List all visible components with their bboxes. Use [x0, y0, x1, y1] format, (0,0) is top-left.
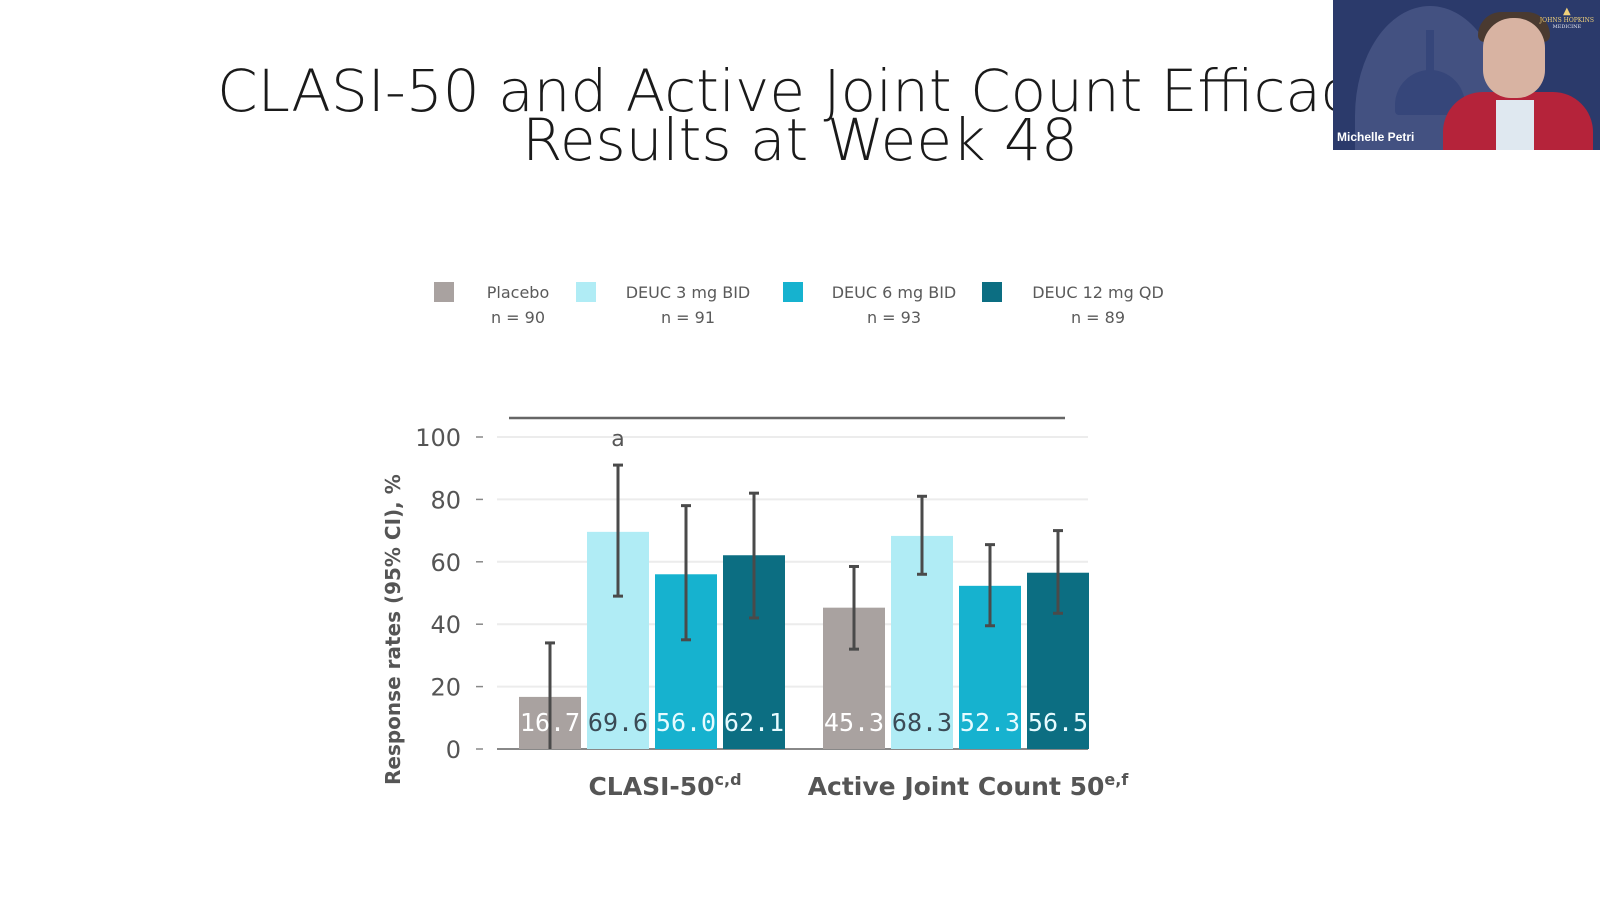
legend-n-3: n = 89	[1071, 308, 1125, 327]
data-label-0-1: 69.6	[588, 708, 648, 737]
y-axis-label: Response rates (95% CI), %	[381, 474, 405, 785]
participant-shirt	[1496, 100, 1534, 150]
legend-label-0: Placebo	[487, 283, 549, 302]
y-tick-label-60: 60	[430, 549, 461, 577]
data-label-0-3: 62.1	[724, 708, 784, 737]
legend-swatch-3	[982, 282, 1002, 302]
data-label-1-3: 56.5	[1028, 708, 1088, 737]
legend-n-1: n = 91	[661, 308, 715, 327]
y-tick-label-0: 0	[446, 736, 461, 764]
legend-swatch-1	[576, 282, 596, 302]
chart-legend: Placebo n = 90 DEUC 3 mg BID n = 91 DEUC 6 m…	[434, 282, 1164, 327]
logo-text: JOHNS HOPKINS	[1539, 17, 1594, 24]
participant-face	[1483, 18, 1545, 98]
y-tick-label-80: 80	[430, 486, 461, 514]
video-tile[interactable]: ▲ JOHNS HOPKINS MEDICINE Michelle Petri	[1333, 0, 1600, 150]
participant-name: Michelle Petri	[1337, 130, 1415, 144]
legend-swatch-2	[783, 282, 803, 302]
logo-caption: MEDICINE	[1552, 24, 1582, 30]
data-label-0-2: 56.0	[656, 708, 716, 737]
data-label-1-1: 68.3	[892, 708, 952, 737]
data-label-1-2: 52.3	[960, 708, 1020, 737]
legend-label-3: DEUC 12 mg QD	[1032, 283, 1164, 302]
y-tick-label-20: 20	[430, 674, 461, 702]
data-label-0-0: 16.7	[520, 708, 580, 737]
y-tick-label-40: 40	[430, 611, 461, 639]
x-category-superscript-0: c,d	[715, 770, 742, 789]
data-label-1-0: 45.3	[824, 708, 884, 737]
slide-title-line-1: CLASI-50 and Active Joint Count Efficac	[217, 57, 1353, 125]
legend-swatch-0	[434, 282, 454, 302]
slide-title-line-2: Results at Week 48	[522, 106, 1078, 174]
background-spire	[1426, 30, 1434, 75]
legend-label-2: DEUC 6 mg BID	[832, 283, 957, 302]
x-axis: CLASI-50c,d Active Joint Count 50e,f	[588, 770, 1129, 801]
x-category-superscript-1: e,f	[1104, 770, 1129, 789]
legend-label-1: DEUC 3 mg BID	[626, 283, 751, 302]
logo-icon: ▲	[1563, 6, 1571, 17]
legend-n-2: n = 93	[867, 308, 921, 327]
annotation-0: a	[611, 427, 624, 452]
x-category-label-0: CLASI-50c,d	[588, 770, 741, 801]
x-category-label-1: Active Joint Count 50e,f	[808, 770, 1130, 801]
chart-bars: 16.7 69.6 56.0 62.1 45.3 68.3 52.3 56.5 a	[519, 427, 1089, 749]
y-tick-label-100: 100	[415, 424, 461, 452]
hopkins-logo: ▲ JOHNS HOPKINS MEDICINE	[1540, 6, 1594, 30]
y-axis: 0 20 40 60 80 100	[415, 424, 483, 764]
legend-n-0: n = 90	[491, 308, 545, 327]
